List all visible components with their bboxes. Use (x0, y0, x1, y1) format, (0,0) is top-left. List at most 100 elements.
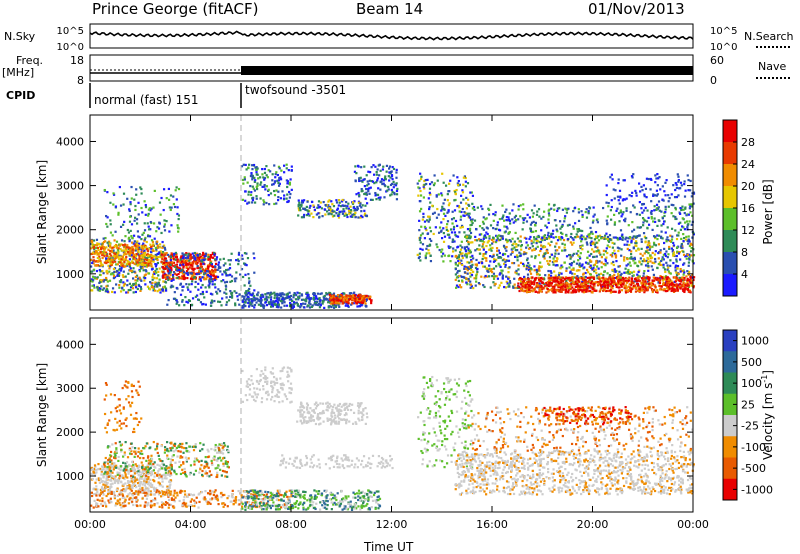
data-cell (331, 304, 334, 307)
data-cell (382, 179, 386, 182)
data-cell (303, 213, 306, 217)
data-cell (307, 296, 311, 299)
data-cell (135, 218, 139, 221)
data-cell (105, 285, 108, 288)
data-cell (481, 262, 484, 265)
data-cell (540, 284, 543, 287)
data-cell (378, 174, 381, 177)
data-cell (140, 247, 143, 250)
data-cell (255, 168, 258, 171)
data-cell (161, 289, 164, 292)
data-cell (193, 260, 196, 263)
data-cell (382, 165, 385, 168)
data-cell (277, 297, 281, 300)
data-cell (634, 244, 637, 247)
data-cell (139, 186, 142, 189)
data-cell (95, 269, 99, 273)
data-cell (134, 249, 137, 252)
data-cell (442, 260, 445, 263)
data-cell (199, 267, 202, 270)
data-cell (275, 296, 279, 299)
data-cell (147, 258, 151, 261)
data-cell (588, 235, 591, 238)
data-cell (365, 297, 369, 300)
data-cell (508, 279, 512, 283)
data-cell (665, 238, 668, 241)
data-cell (666, 268, 669, 271)
data-cell (224, 285, 228, 288)
data-cell (310, 212, 313, 215)
data-cell (98, 273, 102, 277)
data-cell (687, 242, 690, 245)
data-cell (201, 292, 205, 296)
data-cell (150, 265, 153, 268)
data-cell (590, 237, 593, 240)
data-cell (393, 183, 396, 186)
data-cell (194, 285, 197, 289)
data-cell (297, 203, 300, 207)
data-cell (263, 185, 266, 188)
data-cell (155, 277, 159, 280)
data-cell (115, 283, 118, 286)
data-cell (269, 291, 273, 294)
data-cell (392, 186, 395, 189)
data-cell (318, 205, 322, 209)
data-cell (117, 274, 121, 277)
data-cell (256, 184, 259, 187)
data-cell (650, 209, 653, 213)
data-cell (589, 273, 593, 276)
data-cell (687, 278, 690, 282)
data-cell (154, 283, 157, 286)
data-cell (606, 289, 609, 293)
data-cell (99, 251, 102, 254)
data-cell (654, 260, 657, 263)
data-cell (571, 275, 574, 279)
data-cell (471, 194, 475, 197)
data-cell (581, 290, 584, 293)
data-cell (166, 261, 170, 265)
data-cell (459, 218, 462, 221)
data-cell (588, 232, 591, 236)
data-cell (144, 236, 147, 240)
data-cell (108, 259, 111, 263)
data-cell (581, 229, 584, 233)
data-cell (596, 277, 599, 280)
data-cell (622, 277, 625, 281)
data-cell (460, 259, 463, 262)
data-cell (598, 281, 601, 284)
data-cell (289, 178, 292, 181)
data-cell (456, 224, 459, 228)
data-cell (159, 250, 162, 253)
data-cell (600, 286, 603, 290)
data-cell (262, 176, 265, 179)
data-cell (247, 289, 250, 292)
data-cell (656, 266, 659, 269)
data-cell (91, 244, 94, 247)
data-cell (96, 242, 99, 245)
data-cell (670, 240, 673, 243)
data-cell (679, 267, 682, 271)
data-cell (519, 280, 523, 283)
data-cell (639, 226, 643, 229)
data-cell (247, 298, 251, 301)
data-cell (469, 224, 472, 227)
data-cell (648, 284, 651, 287)
data-cell (647, 269, 650, 272)
data-cell (442, 252, 445, 255)
data-cell (238, 293, 241, 296)
data-cell (208, 258, 211, 261)
data-cell (465, 207, 469, 210)
data-cell (300, 304, 303, 307)
data-cell (225, 292, 228, 295)
data-cell (640, 238, 643, 241)
data-cell (353, 291, 356, 294)
data-cell (192, 271, 195, 274)
data-cell (686, 288, 690, 291)
data-cell (249, 284, 252, 287)
data-cell (425, 182, 428, 186)
data-cell (586, 250, 590, 253)
data-cell (169, 259, 172, 262)
data-cell (656, 234, 659, 237)
data-cell (447, 245, 450, 248)
data-cell (525, 264, 529, 267)
